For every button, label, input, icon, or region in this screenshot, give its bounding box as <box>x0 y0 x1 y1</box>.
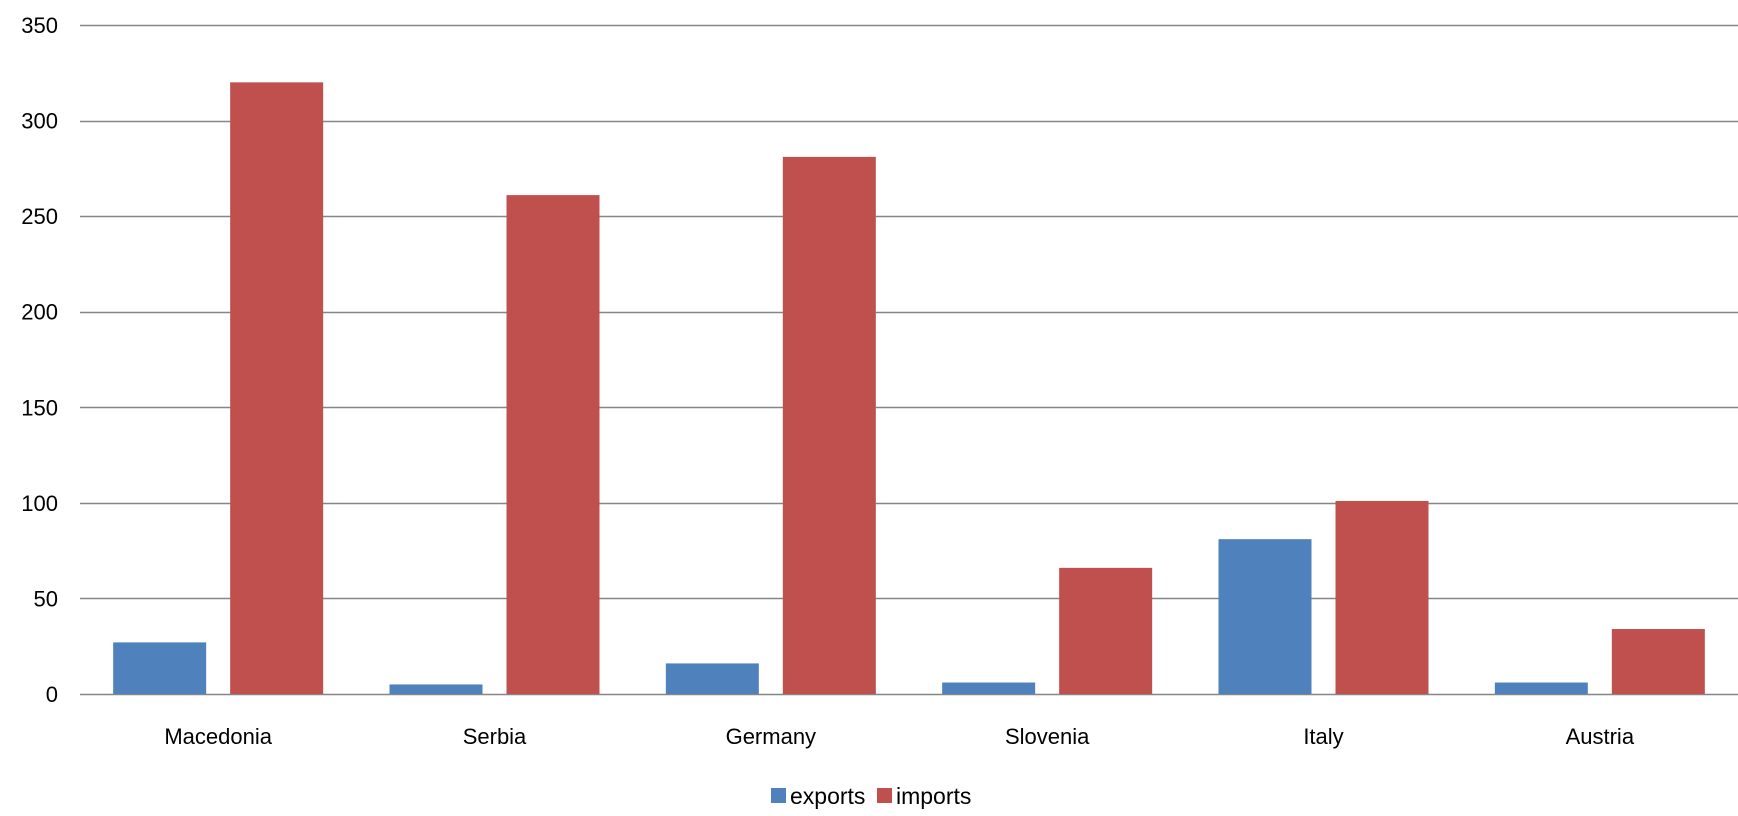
legend-swatch-imports <box>877 788 892 803</box>
bar-imports-germany <box>782 156 876 695</box>
bar-exports-austria <box>1494 682 1588 694</box>
legend-item-exports: exports <box>771 783 865 809</box>
x-tick-label: Slovenia <box>1005 724 1090 749</box>
y-tick-label: 50 <box>34 586 58 611</box>
y-tick-label: 250 <box>21 204 58 229</box>
legend-label: exports <box>790 783 865 809</box>
legend-swatch-exports <box>771 788 786 803</box>
bar-imports-serbia <box>506 195 600 695</box>
bar-exports-macedonia <box>113 642 207 694</box>
bar-exports-italy <box>1218 539 1312 694</box>
gridlines <box>80 24 1738 696</box>
legend-item-imports: imports <box>877 783 971 809</box>
y-tick-label: 350 <box>21 13 58 38</box>
x-tick-label: Serbia <box>463 724 527 749</box>
y-axis-tick-labels: 0 50 100 150 200 250 300 350 <box>21 13 58 707</box>
y-tick-label: 300 <box>21 109 58 134</box>
x-tick-label: Germany <box>726 724 816 749</box>
y-tick-label: 0 <box>46 682 58 707</box>
x-tick-label: Italy <box>1303 724 1343 749</box>
bar-imports-italy <box>1335 500 1429 694</box>
bar-exports-slovenia <box>942 682 1036 694</box>
legend: exports imports <box>771 783 971 809</box>
bar-exports-serbia <box>389 684 483 694</box>
bar-exports-germany <box>665 663 759 694</box>
x-axis-tick-labels: Macedonia Serbia Germany Slovenia Italy Austr… <box>164 724 1634 749</box>
y-tick-label: 150 <box>21 395 58 420</box>
y-tick-label: 100 <box>21 491 58 516</box>
bar-imports-austria <box>1611 629 1705 694</box>
bars <box>113 82 1705 695</box>
legend-label: imports <box>896 783 971 809</box>
bar-imports-macedonia <box>230 82 324 695</box>
x-tick-label: Austria <box>1566 724 1635 749</box>
x-tick-label: Macedonia <box>164 724 272 749</box>
y-tick-label: 200 <box>21 300 58 325</box>
bar-imports-slovenia <box>1059 567 1153 694</box>
